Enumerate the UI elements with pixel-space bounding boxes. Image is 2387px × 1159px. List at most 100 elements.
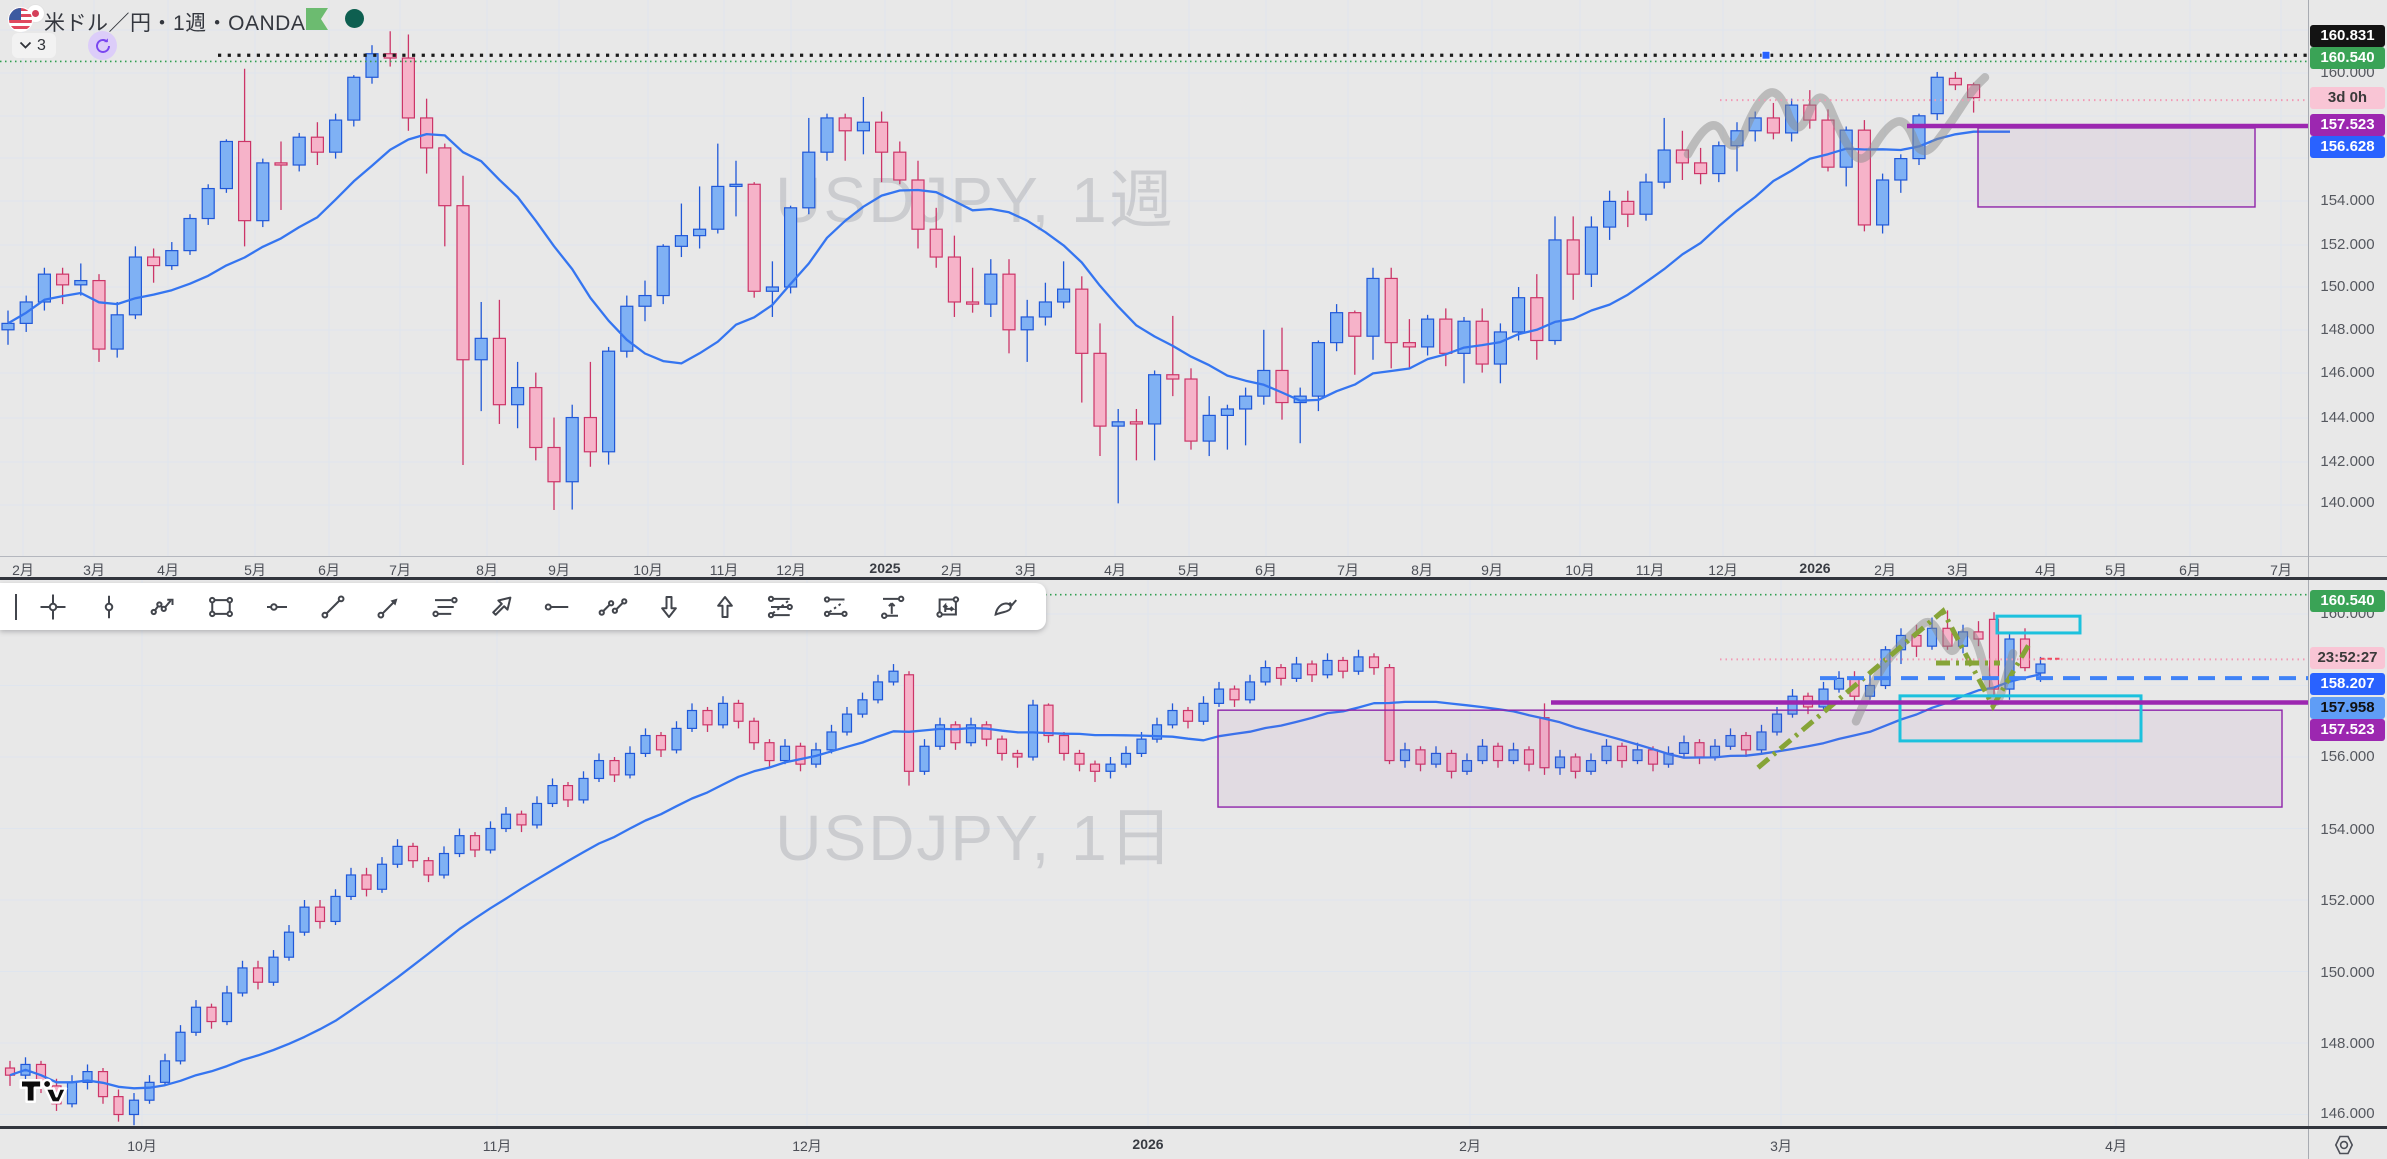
tool-trend-arrow-button[interactable] bbox=[361, 587, 417, 627]
price-line-icon bbox=[267, 602, 287, 611]
time-tick-12月: 12月 bbox=[1708, 562, 1738, 578]
tool-arrow-down-button[interactable] bbox=[641, 587, 697, 627]
price-badge: 160.540 bbox=[2310, 590, 2385, 612]
tool-arrow-up-button[interactable] bbox=[697, 587, 753, 627]
time-tick-6月: 6月 bbox=[318, 562, 340, 578]
market-status-icon[interactable] bbox=[345, 9, 364, 28]
symbol-flag-icon bbox=[8, 4, 48, 34]
price-label: 154.000 bbox=[2320, 821, 2375, 838]
date-price-range-icon bbox=[936, 595, 960, 618]
price-badge: 3d 0h bbox=[2310, 87, 2385, 109]
refresh-button[interactable] bbox=[88, 31, 117, 60]
fib-retracement-icon bbox=[767, 595, 793, 618]
arrow-up-icon bbox=[717, 595, 733, 618]
time-tick-3月: 3月 bbox=[1015, 562, 1037, 578]
price-badge: 158.207 bbox=[2310, 673, 2385, 695]
price-badge: 157.523 bbox=[2310, 114, 2385, 136]
price-label: 154.000 bbox=[2320, 192, 2375, 209]
price-label: 156.000 bbox=[2320, 748, 2375, 765]
indicator-count: 3 bbox=[37, 36, 46, 54]
clipped-tool-icon bbox=[12, 593, 17, 620]
time-tick-10月: 10月 bbox=[127, 1138, 157, 1154]
price-badge: 156.628 bbox=[2310, 136, 2385, 158]
time-axis-weekly[interactable]: 2月 3月 4月 5月 6月 7月 8月 9月 10月 11月 12月 2025 2月 3月 4月 5月 6月 7… bbox=[0, 556, 2387, 578]
price-badge: 160.540 bbox=[2310, 47, 2385, 69]
refresh-icon bbox=[95, 37, 110, 53]
usd-flag-icon bbox=[8, 7, 33, 32]
price-label: 152.000 bbox=[2320, 892, 2375, 909]
tool-long-position-button[interactable] bbox=[865, 587, 921, 627]
time-tick-10月: 10月 bbox=[1565, 562, 1595, 578]
trend-line-icon bbox=[321, 594, 345, 619]
price-badge: 157.958 bbox=[2310, 697, 2385, 719]
price-label: 150.000 bbox=[2320, 964, 2375, 981]
tool-crosshair-button[interactable] bbox=[25, 587, 81, 627]
tool-arrow-button[interactable] bbox=[473, 587, 529, 627]
tool-dot-button[interactable] bbox=[81, 587, 137, 627]
gear-icon bbox=[2334, 1135, 2354, 1155]
time-tick-7月: 7月 bbox=[389, 562, 411, 578]
pane-divider-bottom[interactable] bbox=[0, 1126, 2387, 1129]
tradingview-logo[interactable] bbox=[18, 1077, 68, 1110]
tool-parallel-channel-button[interactable] bbox=[585, 587, 641, 627]
tool-rectangle-button[interactable] bbox=[193, 587, 249, 627]
trend-arrow-icon bbox=[377, 598, 398, 619]
parallel-channel-icon bbox=[598, 597, 628, 616]
time-tick-5月: 5月 bbox=[244, 562, 266, 578]
arrow-icon bbox=[492, 596, 512, 616]
pane-divider[interactable] bbox=[0, 577, 2387, 580]
time-tick-7月: 7月 bbox=[1337, 562, 1359, 578]
tool-fib-retracement-button[interactable] bbox=[753, 587, 809, 627]
chevron-down-icon bbox=[19, 41, 32, 49]
time-tick-8月: 8月 bbox=[476, 562, 498, 578]
time-tick-3月: 3月 bbox=[83, 562, 105, 578]
flag-bookmark-icon[interactable] bbox=[306, 8, 328, 30]
crosshair-icon bbox=[40, 594, 66, 619]
time-tick-2月: 2月 bbox=[941, 562, 963, 578]
time-tick-4月: 4月 bbox=[2035, 562, 2057, 578]
time-tick-7月: 7月 bbox=[2270, 562, 2292, 578]
time-tick-5月: 5月 bbox=[1178, 562, 1200, 578]
horizontal-ray-icon bbox=[544, 603, 569, 610]
time-tick-11月: 11月 bbox=[709, 562, 739, 578]
time-tick-10月: 10月 bbox=[633, 562, 663, 578]
time-tick-9月: 9月 bbox=[1481, 562, 1503, 578]
time-tick-9月: 9月 bbox=[548, 562, 570, 578]
price-label: 148.000 bbox=[2320, 1035, 2375, 1052]
arrow-down-icon bbox=[661, 595, 677, 618]
price-label: 146.000 bbox=[2320, 364, 2375, 381]
price-badge: 157.523 bbox=[2310, 719, 2385, 741]
time-tick-2025: 2025 bbox=[869, 560, 901, 576]
symbol-title[interactable]: 米ドル／円・1週・OANDA bbox=[44, 12, 306, 35]
price-label: 144.000 bbox=[2320, 409, 2375, 426]
time-tick-12月: 12月 bbox=[776, 562, 806, 578]
indicator-count-pill[interactable]: 3 bbox=[12, 33, 56, 58]
time-tick-5月: 5月 bbox=[2105, 562, 2127, 578]
tool-brush-button[interactable] bbox=[977, 587, 1033, 627]
time-tick-11月: 11月 bbox=[482, 1138, 512, 1154]
time-axis-daily[interactable]: 10月 11月 12月 2026 2月 3月 4月 bbox=[0, 1129, 2387, 1159]
tool-trend-line-button[interactable] bbox=[305, 587, 361, 627]
brush-icon bbox=[994, 598, 1018, 616]
time-tick-8月: 8月 bbox=[1411, 562, 1433, 578]
time-tick-4月: 4月 bbox=[1104, 562, 1126, 578]
axis-settings-button[interactable] bbox=[2330, 1132, 2358, 1158]
price-label: 150.000 bbox=[2320, 278, 2375, 295]
time-tick-3月: 3月 bbox=[1770, 1138, 1792, 1154]
tool-price-line-button[interactable] bbox=[249, 587, 305, 627]
price-label: 142.000 bbox=[2320, 453, 2375, 470]
tool-parallel-lines-button[interactable] bbox=[417, 587, 473, 627]
drawing-toolbar bbox=[0, 583, 1046, 630]
time-tick-2026: 2026 bbox=[1132, 1136, 1164, 1152]
time-tick-6月: 6月 bbox=[2179, 562, 2201, 578]
tool-horizontal-ray-button[interactable] bbox=[529, 587, 585, 627]
tool-fib-trend-button[interactable] bbox=[809, 587, 865, 627]
dot-icon bbox=[104, 595, 114, 618]
time-tick-4月: 4月 bbox=[2105, 1138, 2127, 1154]
time-tick-6月: 6月 bbox=[1255, 562, 1277, 578]
tool-trend-polyline-button[interactable] bbox=[137, 587, 193, 627]
tool-date-price-range-button[interactable] bbox=[921, 587, 977, 627]
price-label: 152.000 bbox=[2320, 236, 2375, 253]
